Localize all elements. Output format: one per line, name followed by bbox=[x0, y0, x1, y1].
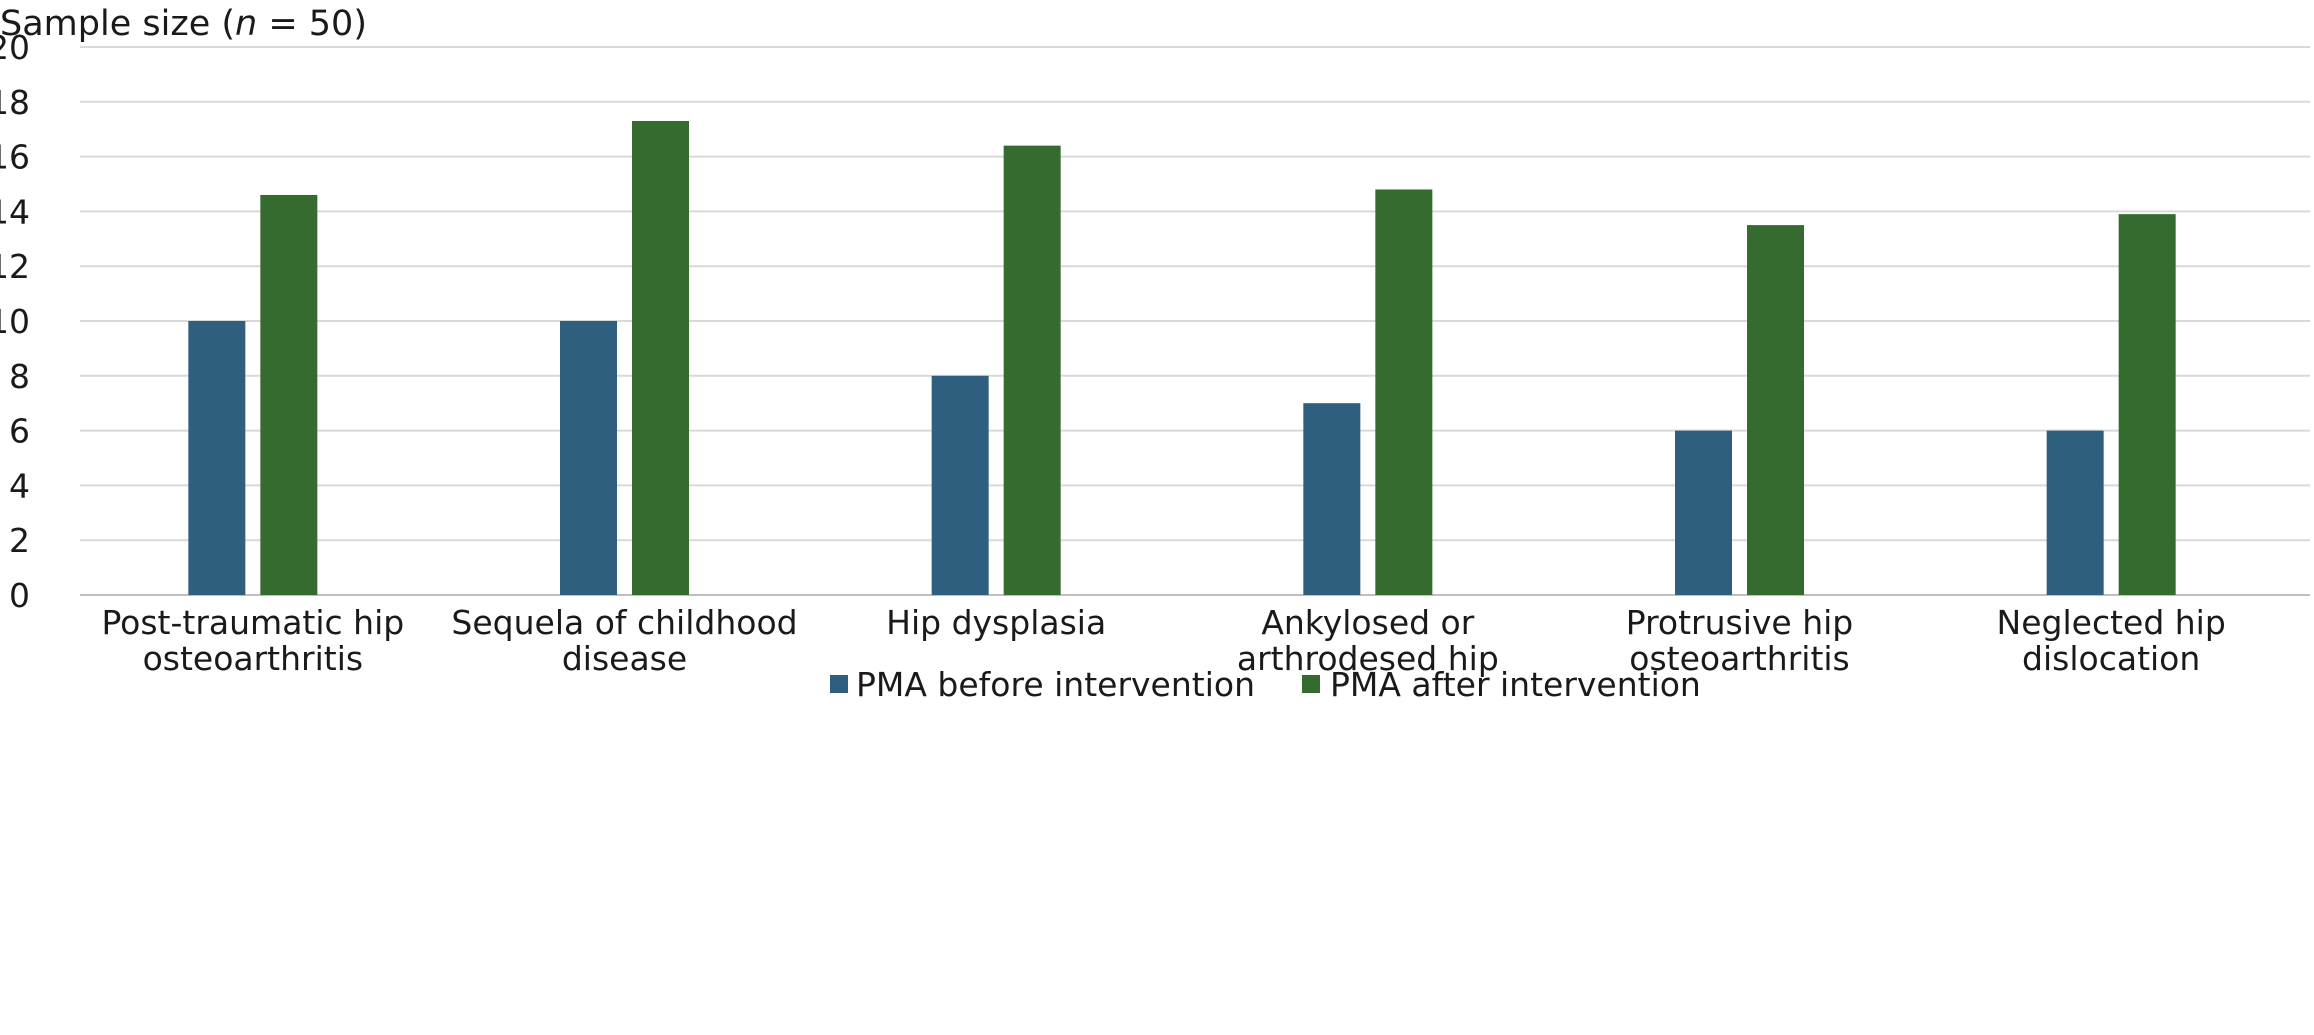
bar-after-2 bbox=[1003, 145, 1061, 595]
x-tick-label-1: Sequela of childhood disease bbox=[451, 603, 797, 678]
x-tick-label-3-line-1: arthrodesed hip bbox=[1237, 639, 1499, 678]
x-axis-ticks: Post-traumatic hip osteoarthritisSequela … bbox=[101, 603, 2225, 678]
x-tick-label-3: Ankylosed or arthrodesed hip bbox=[1237, 603, 1499, 678]
legend-swatch-1 bbox=[1302, 675, 1320, 693]
y-tick-label-16: 16 bbox=[0, 138, 30, 177]
y-tick-label-20: 20 bbox=[0, 28, 30, 67]
y-axis-label: Sample size (n = 50) bbox=[0, 4, 367, 44]
legend: PMA before intervention PMA after interve… bbox=[830, 665, 1701, 704]
y-tick-label-8: 8 bbox=[9, 357, 30, 396]
x-tick-label-4: Protrusive hip osteoarthritis bbox=[1626, 603, 1854, 678]
y-tick-label-18: 18 bbox=[0, 83, 30, 122]
legend-swatch-0 bbox=[830, 675, 848, 693]
x-tick-label-3-line-0: Ankylosed or bbox=[1261, 603, 1474, 642]
bar-after-1 bbox=[632, 120, 689, 595]
bar-before-1 bbox=[560, 321, 617, 595]
x-tick-label-1-line-1: disease bbox=[562, 639, 687, 678]
gridlines bbox=[80, 46, 2310, 596]
y-tick-label-2: 2 bbox=[9, 521, 30, 560]
y-tick-label-10: 10 bbox=[0, 302, 30, 341]
x-tick-label-2: Hip dysplasia bbox=[886, 603, 1106, 642]
y-axis-ticks: 0 2 4 6 8 10 12 14 16 18 20 bbox=[0, 28, 30, 615]
x-tick-label-0-line-1: osteoarthritis bbox=[143, 639, 364, 678]
x-tick-label-0: Post-traumatic hip osteoarthritis bbox=[101, 603, 404, 678]
x-tick-label-5: Neglected hip dislocation bbox=[1997, 603, 2226, 678]
bar-before-2 bbox=[931, 375, 989, 595]
x-tick-label-0-line-0: Post-traumatic hip bbox=[101, 603, 404, 642]
x-tick-label-5-line-0: Neglected hip bbox=[1997, 603, 2226, 642]
x-tick-label-4-line-0: Protrusive hip bbox=[1626, 603, 1854, 642]
bar-before-4 bbox=[1675, 430, 1732, 595]
y-tick-label-12: 12 bbox=[0, 247, 30, 286]
bar-before-3 bbox=[1303, 403, 1361, 595]
bar-after-5 bbox=[2118, 214, 2176, 595]
y-tick-label-0: 0 bbox=[9, 576, 30, 615]
y-tick-label-14: 14 bbox=[0, 192, 30, 231]
bar-after-4 bbox=[1747, 225, 1804, 595]
x-tick-label-2-line-0: Hip dysplasia bbox=[886, 603, 1106, 642]
y-axis-label-part-2: = 50) bbox=[257, 4, 367, 44]
y-tick-label-6: 6 bbox=[9, 412, 30, 451]
x-tick-label-4-line-1: osteoarthritis bbox=[1629, 639, 1850, 678]
x-tick-label-1-line-0: Sequela of childhood bbox=[451, 603, 797, 642]
y-axis-label-part-0: Sample size ( bbox=[0, 4, 235, 44]
legend-label-0: PMA before intervention bbox=[856, 665, 1255, 704]
x-tick-label-5-line-1: dislocation bbox=[2022, 639, 2200, 678]
bar-after-3 bbox=[1375, 189, 1433, 596]
bars bbox=[188, 120, 2176, 596]
bar-before-0 bbox=[188, 321, 246, 595]
bar-before-5 bbox=[2046, 430, 2104, 595]
y-axis-label-part-1: n bbox=[235, 4, 257, 44]
bar-after-0 bbox=[260, 194, 318, 595]
y-tick-label-4: 4 bbox=[9, 466, 30, 505]
legend-label-1: PMA after intervention bbox=[1330, 665, 1701, 704]
